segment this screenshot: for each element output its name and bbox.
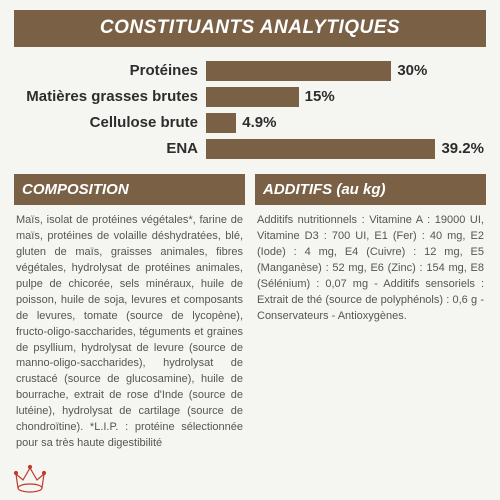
chart-bar bbox=[206, 139, 435, 159]
chart-value: 39.2% bbox=[441, 140, 484, 157]
chart-row-label: Matières grasses brutes bbox=[16, 88, 206, 105]
nutrition-panel: CONSTITUANTS ANALYTIQUES Protéines 30% Mat… bbox=[0, 0, 500, 462]
chart-bar bbox=[206, 61, 391, 81]
chart-row: Matières grasses brutes 15% bbox=[16, 85, 484, 108]
chart-bar-area: 39.2% bbox=[206, 137, 484, 160]
composition-text: Maïs, isolat de protéines végétales*, fa… bbox=[14, 213, 245, 452]
chart-bar-area: 15% bbox=[206, 85, 484, 108]
chart-value: 4.9% bbox=[242, 114, 276, 131]
two-column-section: COMPOSITION Maïs, isolat de protéines vé… bbox=[14, 174, 486, 452]
analytic-title: CONSTITUANTS ANALYTIQUES bbox=[14, 10, 486, 47]
chart-row: Protéines 30% bbox=[16, 59, 484, 82]
additifs-text: Additifs nutritionnels : Vitamine A : 19… bbox=[255, 213, 486, 325]
crown-logo-icon bbox=[10, 460, 50, 494]
additifs-column: ADDITIFS (au kg) Additifs nutritionnels … bbox=[255, 174, 486, 452]
chart-row-label: Protéines bbox=[16, 62, 206, 79]
chart-bar-area: 30% bbox=[206, 59, 484, 82]
chart-bar bbox=[206, 113, 236, 133]
chart-value: 30% bbox=[397, 62, 427, 79]
chart-row: ENA 39.2% bbox=[16, 137, 484, 160]
additifs-title: ADDITIFS (au kg) bbox=[255, 174, 486, 205]
composition-column: COMPOSITION Maïs, isolat de protéines vé… bbox=[14, 174, 245, 452]
chart-row-label: ENA bbox=[16, 140, 206, 157]
chart-row-label: Cellulose brute bbox=[16, 114, 206, 131]
chart-row: Cellulose brute 4.9% bbox=[16, 111, 484, 134]
analytic-chart: Protéines 30% Matières grasses brutes 15% Ce… bbox=[16, 59, 484, 160]
chart-bar bbox=[206, 87, 299, 107]
chart-bar-area: 4.9% bbox=[206, 111, 484, 134]
chart-value: 15% bbox=[305, 88, 335, 105]
composition-title: COMPOSITION bbox=[14, 174, 245, 205]
